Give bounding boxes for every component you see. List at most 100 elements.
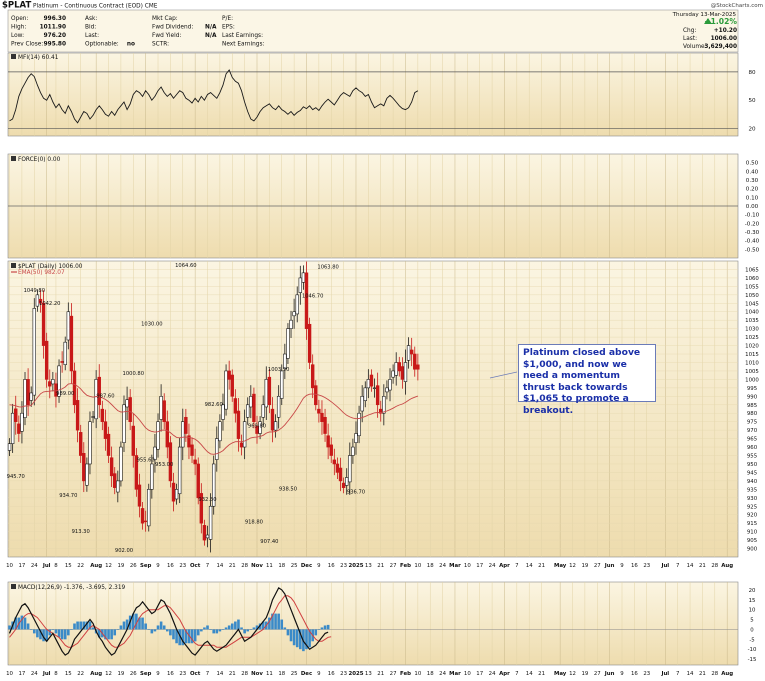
macd-histogram-bar bbox=[82, 621, 86, 630]
candle-body bbox=[338, 467, 343, 482]
force-tick-label: 0.20 bbox=[746, 187, 759, 193]
macd-histogram-bar bbox=[135, 613, 138, 630]
x-axis-label-bottom: 12 bbox=[105, 671, 112, 677]
macd-histogram-bar bbox=[76, 621, 79, 630]
x-axis-label: 16 bbox=[328, 563, 335, 569]
price-annotation-label: 1049.80 bbox=[24, 288, 45, 294]
candle-body bbox=[14, 408, 18, 422]
candle-body bbox=[69, 315, 74, 372]
x-axis-label-bottom: 11 bbox=[266, 671, 273, 677]
macd-histogram-bar bbox=[187, 629, 191, 644]
x-axis-label-bottom: 10 bbox=[414, 671, 421, 677]
candle-body bbox=[97, 376, 101, 406]
candle-body bbox=[224, 370, 228, 410]
field-right-value: +10.20 bbox=[714, 28, 737, 34]
x-axis-label: 27 bbox=[390, 563, 397, 569]
macd-line bbox=[8, 587, 329, 656]
candle-body bbox=[323, 416, 327, 434]
candle-body bbox=[388, 379, 392, 391]
source-label: @StockCharts.com bbox=[711, 3, 763, 9]
field-left-value: 996.30 bbox=[44, 16, 66, 22]
price-tick-label: 1025 bbox=[745, 335, 759, 341]
price-tick-label: 915 bbox=[747, 521, 757, 527]
candle-body bbox=[317, 408, 321, 414]
x-axis-label: 12 bbox=[105, 563, 112, 569]
macd-histogram-bar bbox=[88, 621, 92, 630]
x-axis-label: Mar bbox=[449, 563, 461, 569]
candle-body bbox=[85, 463, 89, 486]
candle-body bbox=[156, 421, 160, 450]
candle-body bbox=[113, 473, 117, 488]
price-annotation-label: 987.60 bbox=[96, 393, 114, 399]
macd-histogram-bar bbox=[212, 629, 215, 634]
price-tick-label: 925 bbox=[747, 504, 757, 510]
candle-body bbox=[106, 433, 111, 456]
macd-histogram-bar bbox=[45, 629, 48, 642]
macd-histogram-bar bbox=[122, 621, 126, 630]
candle-body bbox=[88, 421, 92, 465]
force-tick-label: 0.30 bbox=[746, 178, 759, 184]
x-axis-label-bottom: 24 bbox=[489, 671, 496, 677]
macd-histogram-bar bbox=[271, 613, 274, 630]
candle-body bbox=[41, 302, 46, 346]
candle-body bbox=[348, 455, 352, 483]
price-annotation-label: 969.80 bbox=[248, 423, 266, 429]
x-axis-label: 24 bbox=[31, 563, 38, 569]
macd-histogram-bar bbox=[29, 629, 33, 630]
candle-body bbox=[32, 308, 36, 396]
x-axis-label: 21 bbox=[377, 563, 384, 569]
mfi-tick-label: 80 bbox=[748, 70, 756, 76]
candle-body bbox=[391, 370, 395, 378]
pct-change-label: +1.02% bbox=[704, 17, 737, 26]
x-axis-label-bottom: 7 bbox=[206, 671, 209, 677]
x-axis-label: 22 bbox=[77, 563, 84, 569]
candle-body bbox=[261, 404, 265, 418]
candle-body bbox=[372, 387, 377, 389]
macd-histogram-bar bbox=[141, 617, 144, 630]
price-tick-label: 1040 bbox=[745, 310, 759, 316]
candle-body bbox=[413, 353, 417, 370]
candle-body bbox=[363, 387, 367, 402]
price-tick-label: 1030 bbox=[745, 327, 759, 333]
macd-histogram-bar bbox=[234, 621, 237, 630]
x-axis-label: 12 bbox=[569, 563, 576, 569]
price-tick-label: 1065 bbox=[745, 267, 759, 273]
macd-histogram-bar bbox=[91, 627, 95, 630]
macd-histogram-bar bbox=[166, 629, 169, 632]
mfi-tick-label: 20 bbox=[748, 126, 756, 132]
macd-histogram-bar bbox=[196, 629, 200, 636]
x-axis-label-bottom: Oct bbox=[190, 671, 201, 677]
candle-body bbox=[165, 421, 170, 448]
candle-body bbox=[147, 489, 151, 527]
info-panel bbox=[7, 9, 739, 53]
macd-histogram-bar bbox=[277, 613, 280, 630]
x-axis-label-bottom: Sep bbox=[140, 671, 152, 677]
candle-body bbox=[345, 477, 349, 486]
x-axis-label: 14 bbox=[526, 563, 533, 569]
x-axis-label: 25 bbox=[291, 563, 298, 569]
macd-histogram-bar bbox=[299, 629, 302, 650]
candle-body bbox=[354, 433, 358, 443]
macd-histogram-bar bbox=[175, 629, 178, 644]
candle-body bbox=[304, 272, 309, 329]
x-axis-label: 10 bbox=[464, 563, 471, 569]
macd-tick-label: 0 bbox=[750, 627, 754, 633]
x-axis-label: 14 bbox=[687, 563, 694, 569]
x-axis-label: 7 bbox=[206, 563, 209, 569]
candle-body bbox=[264, 379, 268, 408]
candle-body bbox=[57, 365, 61, 397]
candle-body bbox=[125, 399, 129, 408]
macd-histogram-bar bbox=[107, 629, 110, 640]
x-axis-label: 7 bbox=[515, 563, 518, 569]
candle-body bbox=[230, 374, 234, 397]
x-axis-label-bottom: 9 bbox=[156, 671, 160, 677]
candle-body bbox=[270, 408, 275, 431]
price-tick-label: 1015 bbox=[745, 352, 759, 358]
macd-histogram-bar bbox=[295, 629, 299, 648]
price-annotation-label: 1030.00 bbox=[141, 322, 162, 328]
price-annotation-label: 1064.60 bbox=[175, 263, 196, 269]
price-panel bbox=[7, 260, 739, 558]
date-label: Thursday 13-Mar-2025 bbox=[672, 12, 737, 18]
macd-histogram-bar bbox=[178, 629, 181, 646]
